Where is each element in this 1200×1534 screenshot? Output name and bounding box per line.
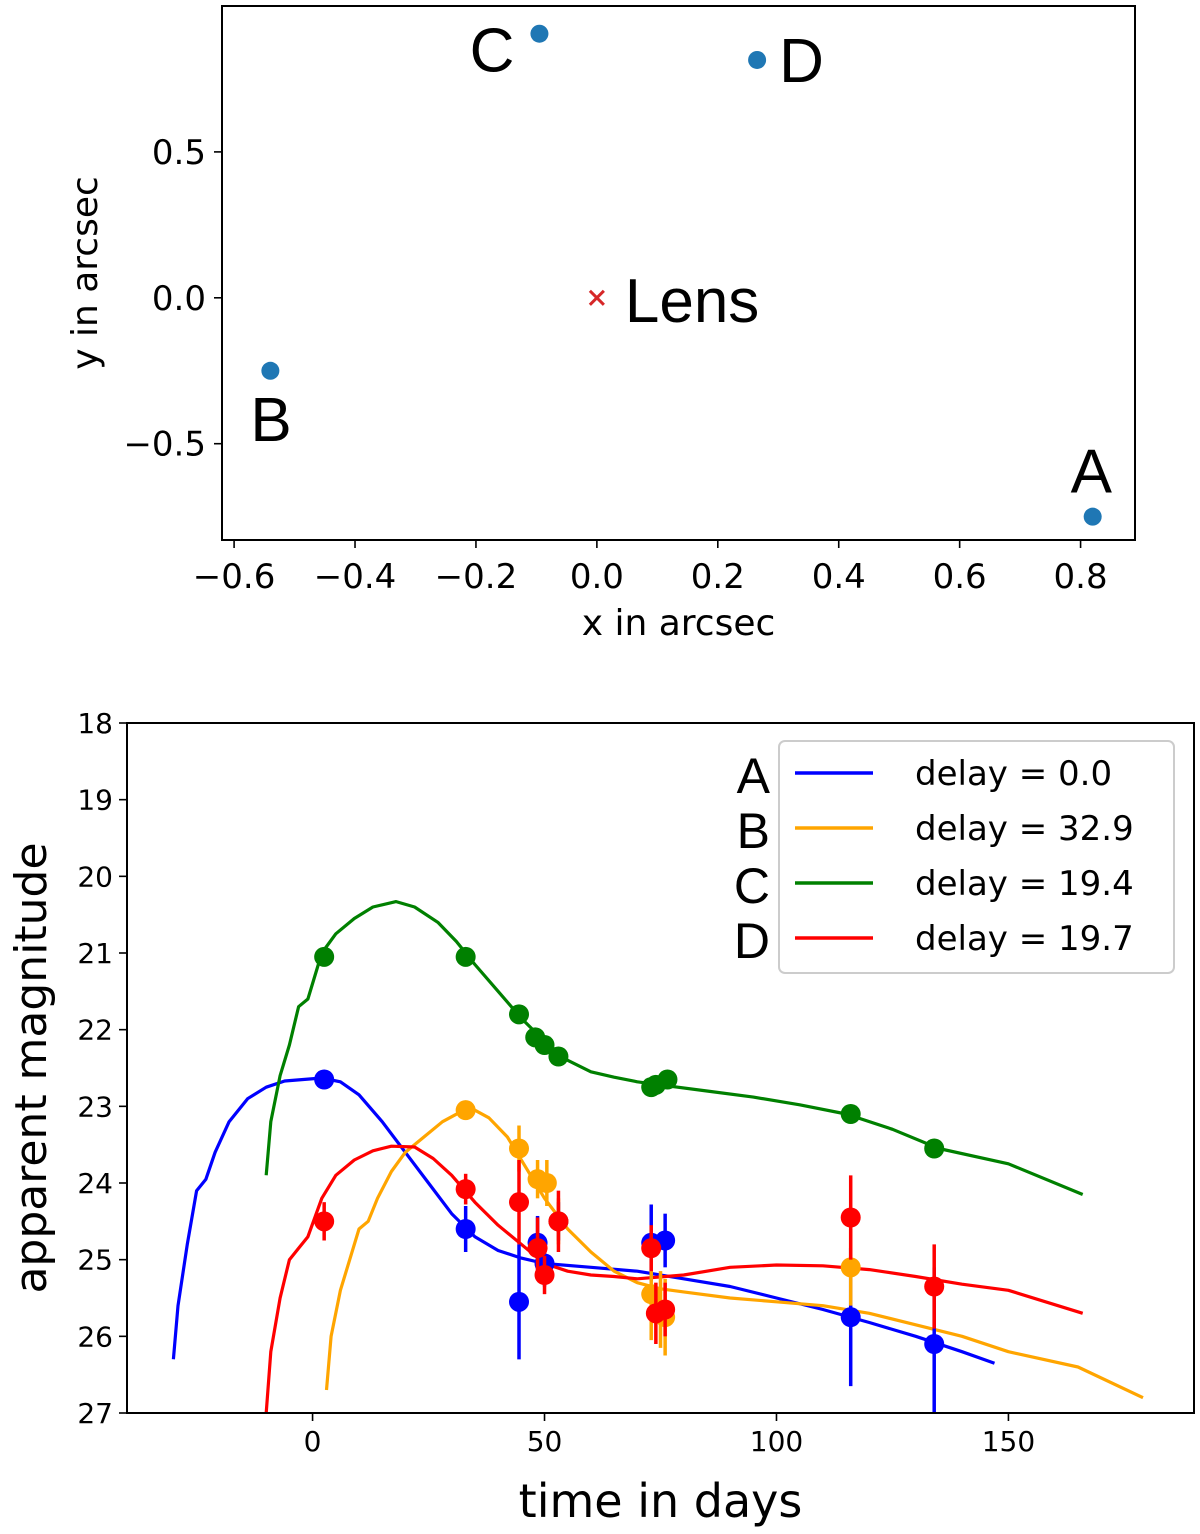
- x-tick-label: −0.2: [435, 557, 518, 597]
- y-tick-label: 19: [77, 784, 113, 817]
- curve-d: [264, 1144, 1084, 1413]
- data-point-c: [314, 946, 335, 967]
- y-tick-label: 18: [77, 707, 113, 740]
- data-point-d: [655, 1299, 676, 1320]
- plot-frame: [126, 722, 1195, 1414]
- lens-marker: [588, 289, 605, 306]
- y-axis-label: y in arcsec: [65, 176, 106, 370]
- legend-image-letter-a: A: [737, 748, 771, 804]
- data-point-a: [314, 1069, 335, 1090]
- y-tick-label: 24: [77, 1167, 113, 1200]
- data-point-d: [924, 1276, 945, 1297]
- y-tick-label: 20: [77, 860, 113, 893]
- plot-frame: [221, 5, 1136, 541]
- data-point-c: [548, 1046, 569, 1067]
- data-point-c: [534, 1035, 555, 1055]
- lens-label: Lens: [625, 267, 759, 336]
- legend-box: [778, 740, 1175, 974]
- image-label-c: C: [470, 17, 515, 86]
- y-tick-label: −0.5: [123, 425, 206, 465]
- data-point-b: [536, 1173, 557, 1193]
- data-point-d: [527, 1238, 548, 1259]
- data-point-a: [455, 1219, 476, 1239]
- data-point-c: [840, 1104, 861, 1124]
- x-tick-label: 50: [527, 1425, 563, 1458]
- image-label-d: D: [779, 27, 824, 96]
- data-point-d: [548, 1211, 569, 1232]
- data-point-a: [924, 1334, 945, 1354]
- y-tick-label: 21: [77, 937, 113, 970]
- data-point-a: [840, 1307, 861, 1328]
- data-point-b: [455, 1100, 476, 1121]
- curve-c: [264, 900, 1084, 1196]
- x-tick-label: 0.2: [691, 557, 745, 597]
- data-point-c: [657, 1069, 678, 1090]
- legend-image-letter-d: D: [734, 913, 770, 969]
- legend-label-a: delay = 0.0: [915, 754, 1112, 794]
- x-tick-label: 0.6: [933, 557, 987, 597]
- y-tick-label: 0.0: [152, 279, 206, 319]
- data-point-c: [455, 946, 476, 967]
- y-tick-label: 22: [77, 1014, 113, 1047]
- y-tick-label: 25: [77, 1244, 113, 1277]
- x-axis-label: x in arcsec: [582, 603, 776, 644]
- legend-label-b: delay = 32.9: [915, 809, 1134, 849]
- data-point-c: [509, 1004, 530, 1025]
- x-axis-label: time in days: [519, 1474, 803, 1528]
- data-point-d: [641, 1238, 662, 1259]
- curve-b: [324, 1108, 1144, 1400]
- y-tick-label: 26: [77, 1320, 113, 1353]
- image-point-c: [530, 24, 549, 43]
- data-point-d: [840, 1207, 861, 1228]
- x-tick-label: 0.8: [1054, 557, 1108, 597]
- data-point-d: [314, 1211, 335, 1232]
- x-tick-label: 0: [304, 1425, 322, 1458]
- data-point-c: [924, 1138, 945, 1159]
- data-point-a: [509, 1291, 530, 1312]
- y-axis-label: apparent magnitude: [6, 842, 57, 1293]
- image-point-d: [748, 50, 767, 69]
- x-tick-label: −0.6: [193, 557, 276, 597]
- y-tick-label: 0.5: [152, 133, 206, 173]
- x-tick-label: 0.0: [570, 557, 624, 597]
- legend-image-letter-b: B: [737, 803, 770, 859]
- image-point-a: [1083, 507, 1102, 526]
- y-tick-label: 27: [77, 1397, 113, 1430]
- x-tick-label: 150: [982, 1425, 1035, 1458]
- y-tick-label: 23: [77, 1090, 113, 1123]
- data-point-d: [509, 1192, 530, 1213]
- data-point-b: [509, 1138, 530, 1159]
- image-point-b: [261, 361, 280, 380]
- data-point-d: [455, 1179, 476, 1200]
- legend-label-d: delay = 19.7: [915, 919, 1134, 959]
- image-label-b: B: [250, 386, 291, 455]
- image-positions-chart: −0.6 −0.4 −0.2 0.0 0.2 0.4 0.6 0.8 0.5 0.0 −0.5 x i…: [65, 5, 1136, 644]
- data-point-b: [840, 1257, 861, 1278]
- x-tick-label: −0.4: [314, 557, 397, 597]
- legend-image-letter-c: C: [734, 858, 770, 914]
- data-point-d: [534, 1265, 555, 1285]
- plot-area: [171, 900, 1144, 1413]
- image-label-a: A: [1071, 438, 1113, 507]
- legend: delay = 0.0 delay = 32.9 delay = 19.4 delay…: [778, 740, 1175, 974]
- legend-label-c: delay = 19.4: [915, 864, 1134, 904]
- x-tick-label: 100: [750, 1425, 803, 1458]
- curve-a: [171, 1076, 996, 1365]
- x-tick-label: 0.4: [812, 557, 866, 597]
- light-curve-chart: 0 50 100 150 18 19 20 21 22 23 24 25 26 27 time in day…: [6, 707, 1195, 1528]
